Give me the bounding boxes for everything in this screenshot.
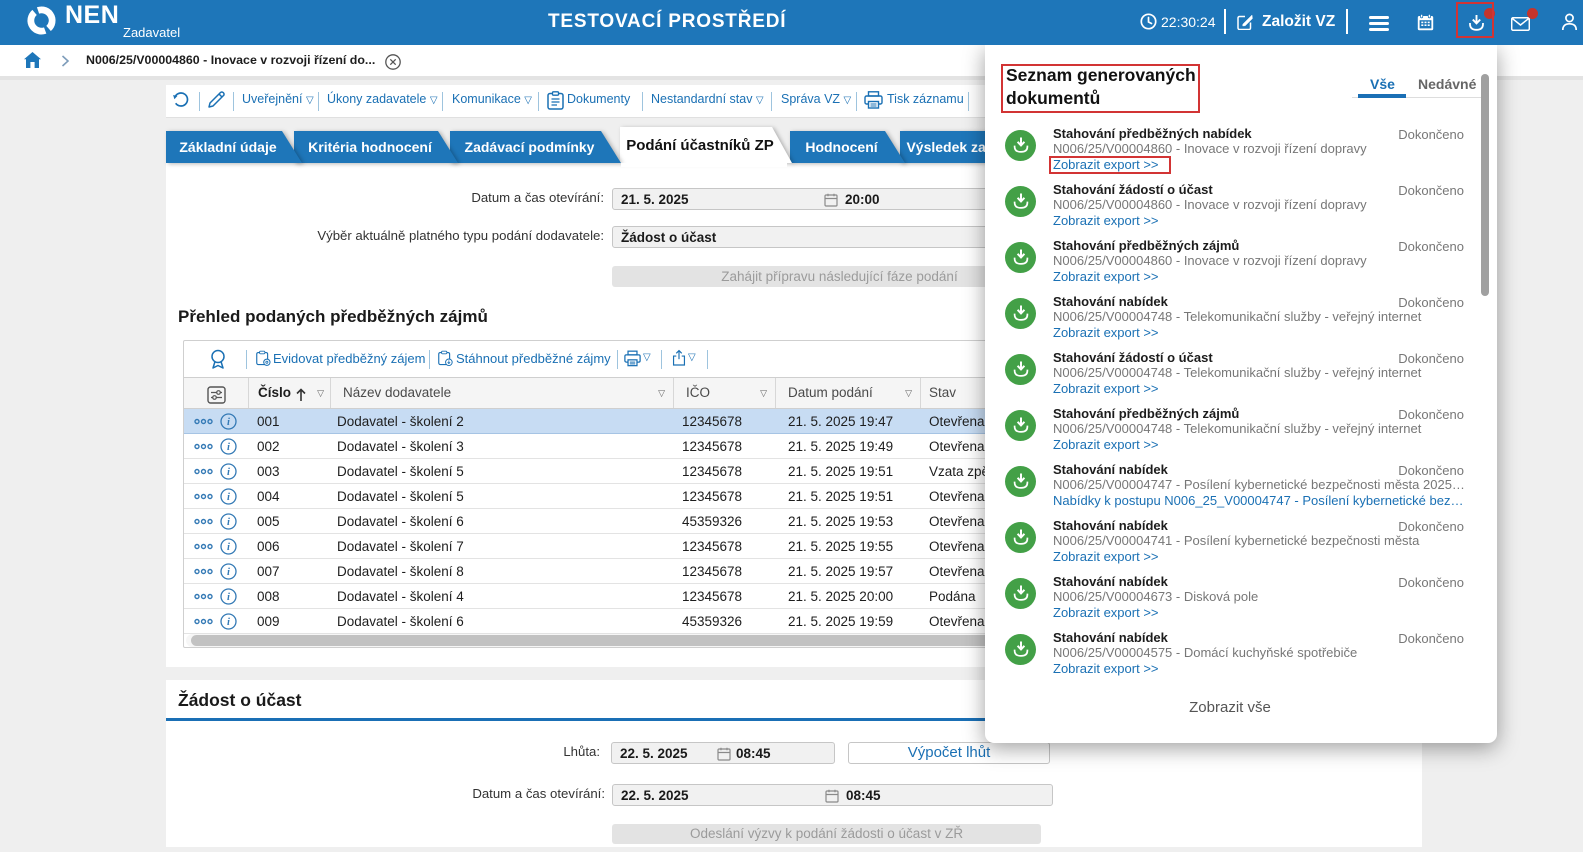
svg-text:i: i: [227, 567, 230, 578]
svg-text:i: i: [227, 592, 230, 603]
svg-text:i: i: [227, 517, 230, 528]
svg-text:i: i: [227, 442, 230, 453]
svg-text:i: i: [227, 467, 230, 478]
svg-text:i: i: [227, 417, 230, 428]
svg-text:i: i: [227, 542, 230, 553]
svg-text:i: i: [227, 617, 230, 628]
svg-text:i: i: [227, 492, 230, 503]
